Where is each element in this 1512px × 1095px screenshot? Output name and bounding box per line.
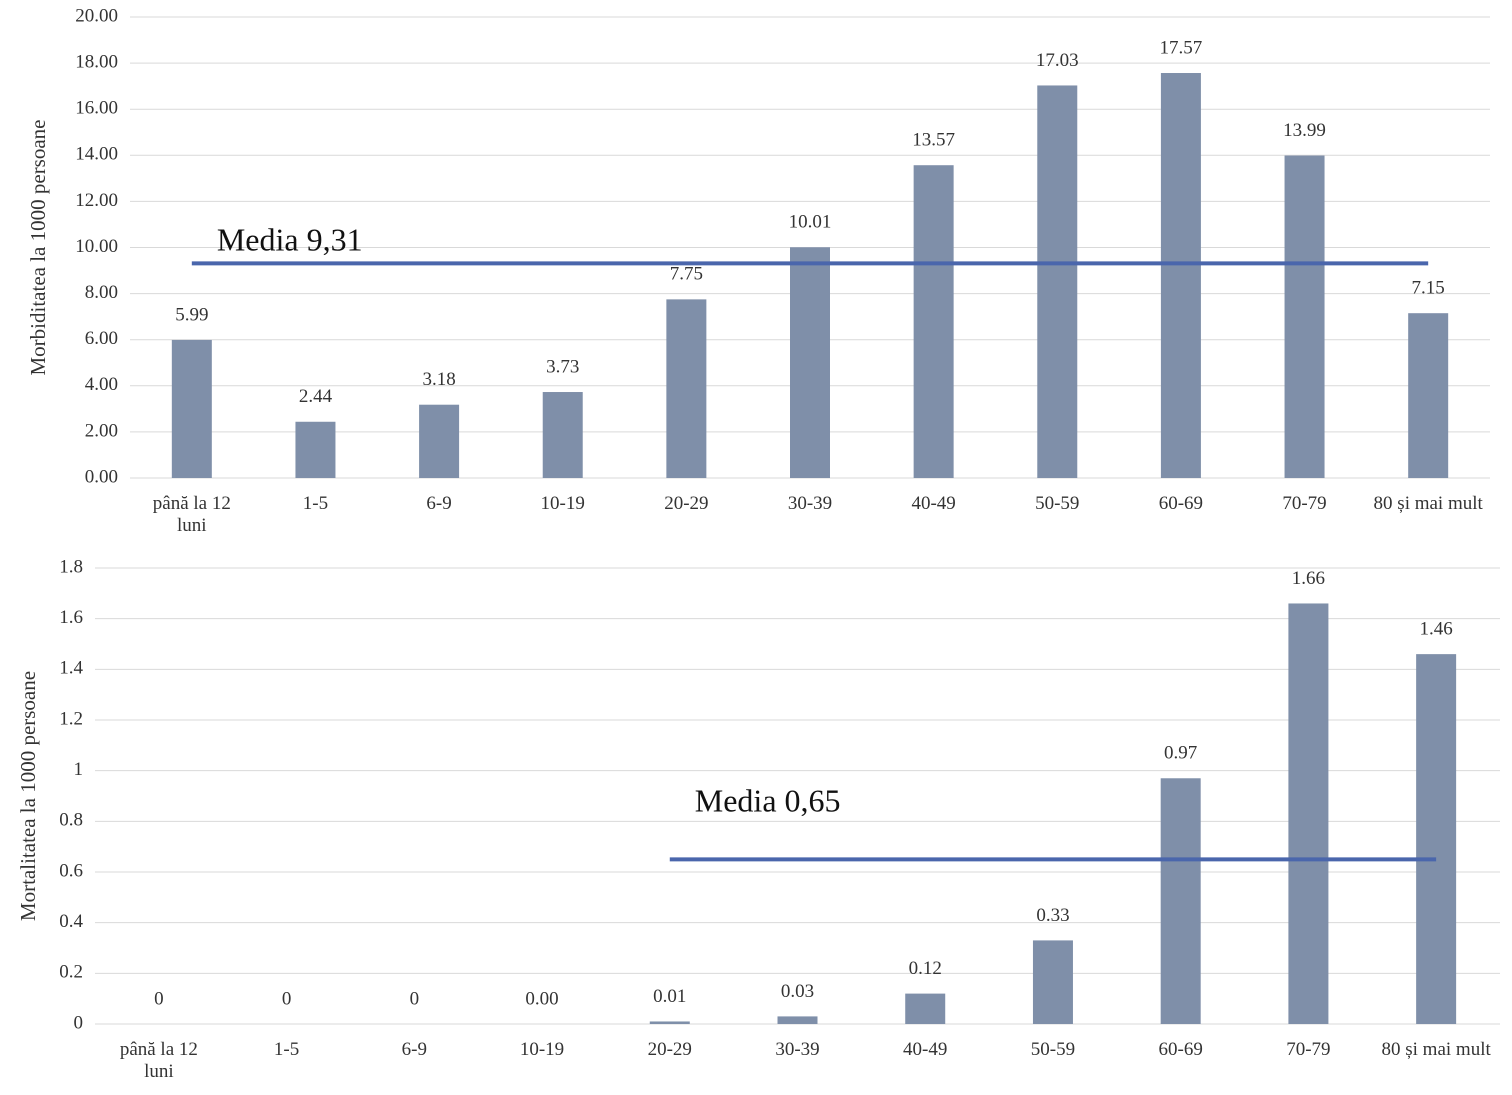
- data-label: 10.01: [789, 212, 832, 233]
- bar: [1160, 778, 1201, 1024]
- y-tick-label: 1.2: [59, 708, 83, 729]
- y-tick-label: 20.00: [75, 5, 118, 26]
- y-tick-label: 10.00: [75, 236, 118, 257]
- x-tick-label: 6-9: [426, 493, 452, 514]
- x-tick-label: 20-29: [647, 1039, 692, 1060]
- y-tick-label: 6.00: [85, 328, 118, 349]
- x-tick-label: 10-19: [540, 493, 585, 514]
- data-label: 0.03: [781, 981, 814, 1002]
- y-tick-label: 12.00: [75, 190, 118, 211]
- bar: [542, 392, 583, 478]
- data-label: 1.66: [1292, 568, 1325, 589]
- data-label: 0: [282, 988, 292, 1009]
- data-label: 1.46: [1420, 618, 1453, 639]
- bar: [913, 165, 954, 479]
- data-label: 3.18: [422, 369, 455, 390]
- x-tick-label: 60-69: [1158, 493, 1204, 514]
- y-tick-label: 1.4: [59, 658, 83, 679]
- y-tick-label: 4.00: [85, 374, 118, 395]
- bar: [1037, 85, 1078, 478]
- y-tick-label: 1.8: [59, 556, 83, 577]
- y-tick-label: 1: [74, 759, 84, 780]
- y-tick-label: 8.00: [85, 282, 118, 303]
- y-tick-label: 0.8: [59, 810, 83, 831]
- x-tick-label: 6-9: [401, 1039, 427, 1060]
- data-label: 17.03: [1036, 50, 1079, 71]
- y-tick-label: 0.00: [85, 466, 118, 487]
- x-tick-label: 1-5: [273, 1039, 300, 1060]
- bar: [649, 1021, 690, 1024]
- bar: [1160, 73, 1201, 478]
- bar: [1288, 603, 1329, 1024]
- y-tick-label: 0.2: [59, 962, 83, 983]
- y-tick-label: 2.00: [85, 420, 118, 441]
- x-tick-label: 10-19: [519, 1039, 565, 1060]
- x-tick-label: 80 și mai mult: [1373, 493, 1483, 514]
- data-label: 7.75: [670, 264, 703, 285]
- bar: [419, 404, 460, 478]
- y-axis-label: Morbiditatea la 1000 persoane: [26, 120, 50, 376]
- x-tick-label: 40-49: [903, 1039, 948, 1060]
- data-label: 13.99: [1283, 120, 1326, 141]
- bar: [1284, 155, 1325, 478]
- y-tick-label: 0.4: [59, 911, 83, 932]
- x-tick-label: până la 12 luni: [119, 1039, 198, 1082]
- bar: [1408, 313, 1449, 478]
- data-label: 0.97: [1164, 743, 1197, 764]
- data-label: 13.57: [912, 130, 955, 151]
- data-label: 0.12: [909, 958, 942, 979]
- x-tick-label: 70-79: [1286, 1039, 1331, 1060]
- y-tick-label: 0.6: [59, 860, 83, 881]
- x-tick-label: 1-5: [302, 493, 329, 514]
- bar: [1416, 654, 1457, 1024]
- y-tick-label: 16.00: [75, 98, 118, 119]
- reference-label: Media 0,65: [695, 783, 841, 819]
- data-label: 0.01: [653, 986, 686, 1007]
- bar: [295, 421, 336, 478]
- reference-label: Media 9,31: [217, 222, 363, 258]
- y-tick-label: 18.00: [75, 51, 118, 72]
- data-label: 2.44: [299, 386, 333, 407]
- y-tick-label: 0: [74, 1012, 84, 1033]
- bar: [905, 993, 946, 1024]
- x-tick-label: 50-59: [1030, 1039, 1076, 1060]
- data-label: 0.33: [1036, 905, 1069, 926]
- y-tick-label: 14.00: [75, 144, 118, 165]
- x-tick-label: 30-39: [787, 493, 833, 514]
- y-tick-label: 1.6: [59, 607, 83, 628]
- data-label: 0.00: [525, 988, 558, 1009]
- bar: [790, 247, 830, 478]
- bar: [1032, 940, 1073, 1024]
- data-label: 0: [410, 988, 420, 1009]
- y-axis-label: Mortalitatea la 1000 persoane: [16, 671, 40, 921]
- x-tick-label: 60-69: [1158, 1039, 1203, 1060]
- x-tick-label: 30-39: [775, 1039, 820, 1060]
- data-label: 5.99: [175, 304, 208, 325]
- data-label: 0: [154, 988, 164, 1009]
- data-label: 17.57: [1160, 37, 1203, 58]
- x-tick-label: 80 și mai mult: [1381, 1039, 1491, 1060]
- data-label: 7.15: [1412, 278, 1445, 299]
- x-tick-label: până la 12 luni: [152, 493, 231, 536]
- x-tick-label: 50-59: [1035, 493, 1080, 514]
- x-tick-label: 20-29: [664, 493, 709, 514]
- data-label: 3.73: [546, 356, 579, 377]
- x-tick-label: 40-49: [911, 493, 956, 514]
- bar: [777, 1016, 818, 1024]
- x-tick-label: 70-79: [1282, 493, 1327, 514]
- bar: [171, 339, 212, 478]
- bar: [666, 299, 707, 478]
